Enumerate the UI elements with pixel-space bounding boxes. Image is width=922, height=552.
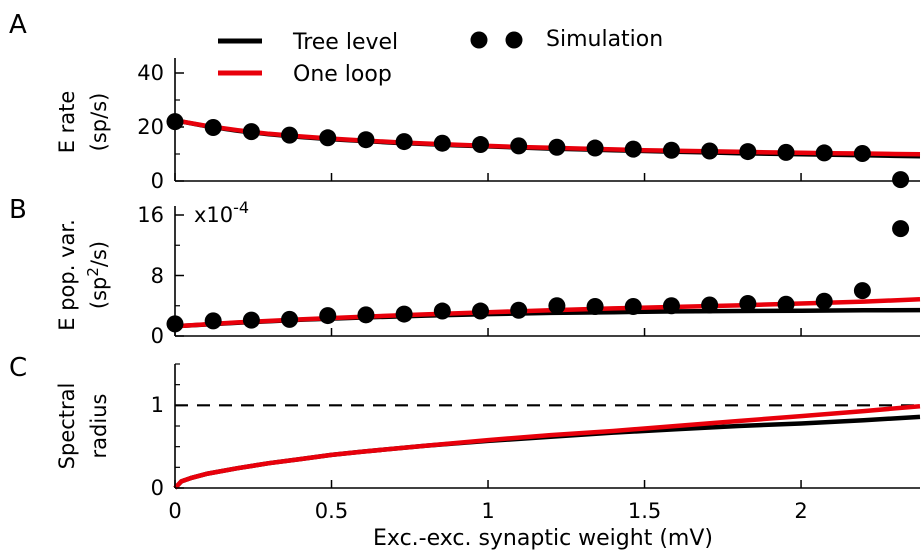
panel-b-simulation-point xyxy=(357,306,375,324)
x-tick-label: 1.5 xyxy=(628,499,661,523)
panel-c-line-tree-level xyxy=(173,414,921,490)
panel-b-simulation-point xyxy=(204,312,222,330)
panel-a-ytick-0: 0 xyxy=(151,169,164,193)
panel-b-simulation-point xyxy=(892,220,910,238)
panel-a-simulation-point xyxy=(701,142,719,160)
panel-b-ytick-0: 0 xyxy=(151,324,164,348)
panel-b-exponent: x10-4 xyxy=(194,198,249,227)
panel-a-simulation-point xyxy=(166,113,184,131)
panel-b-simulation-point xyxy=(853,282,871,300)
panel-b-simulation-point xyxy=(701,296,719,314)
legend-sim-marker-1 xyxy=(470,31,488,49)
panel-a-axes xyxy=(174,58,920,182)
panel-b-ytick-8: 8 xyxy=(151,264,164,288)
panel-b-simulation-point xyxy=(662,297,680,315)
panel-b-simulation-point xyxy=(510,301,528,319)
panel-c-ytick-1: 1 xyxy=(151,393,164,417)
svg-text:E pop. var.: E pop. var. xyxy=(55,219,79,330)
legend-loop-label: One loop xyxy=(293,62,392,87)
legend-sim-label: Simulation xyxy=(546,27,663,52)
panel-a-simulation-point xyxy=(815,144,833,162)
panel-b-simulation-point xyxy=(624,298,642,316)
panel-b-simulation-point xyxy=(281,310,299,328)
panel-a-simulation-point xyxy=(739,143,757,161)
panel-a-plot xyxy=(166,113,921,189)
panel-b-ylabel: E pop. var. (sp2/s) xyxy=(55,219,111,330)
panel-a-simulation-point xyxy=(204,119,222,137)
panel-b-simulation-point xyxy=(395,305,413,323)
x-axis-label: Exc.-exc. synaptic weight (mV) xyxy=(373,526,713,551)
panel-b-simulation-point xyxy=(166,315,184,333)
panel-b-simulation-point xyxy=(815,292,833,310)
panel-a-simulation-point xyxy=(586,139,604,157)
panel-b-simulation-point xyxy=(548,297,566,315)
panel-c-axes xyxy=(174,364,920,489)
panel-b-simulation-point xyxy=(586,298,604,316)
panel-a-ytick-40: 40 xyxy=(137,61,164,85)
legend: Tree level One loop Simulation xyxy=(218,27,663,87)
legend-tree-label: Tree level xyxy=(292,30,398,55)
svg-text:(sp/s): (sp/s) xyxy=(87,93,111,152)
panel-b-simulation-point xyxy=(433,302,451,320)
panel-a-simulation-point xyxy=(853,144,871,162)
panel-a-simulation-point xyxy=(281,126,299,144)
panel-c-ytick-0: 0 xyxy=(151,476,164,500)
panel-b-simulation-point xyxy=(242,311,260,329)
panel-b-simulation-point xyxy=(472,302,490,320)
svg-text:Spectral: Spectral xyxy=(55,383,79,470)
panel-a-simulation-point xyxy=(357,131,375,149)
panel-b-ytick-16: 16 xyxy=(137,203,164,227)
svg-text:E rate: E rate xyxy=(55,91,79,154)
panel-a-simulation-point xyxy=(510,137,528,155)
panel-b-axes xyxy=(174,206,920,337)
tick-marks xyxy=(174,72,802,489)
panel-a-simulation-point xyxy=(242,123,260,141)
panel-b-plot xyxy=(166,220,921,333)
panel-c-ylabel: Spectral radius xyxy=(55,383,111,470)
x-tick-label: 0.5 xyxy=(315,499,348,523)
panel-a-simulation-point xyxy=(395,133,413,151)
panel-letter-c: C xyxy=(9,353,27,383)
panel-a-ytick-20: 20 xyxy=(137,115,164,139)
panel-b-simulation-point xyxy=(777,295,795,313)
panel-b-simulation-point xyxy=(739,294,757,312)
panel-c-plot xyxy=(173,403,921,490)
panel-b-simulation-point xyxy=(319,307,337,325)
panel-letter-b: B xyxy=(9,195,27,225)
panel-a-simulation-point xyxy=(472,136,490,154)
panel-a-simulation-point xyxy=(662,141,680,159)
panel-letter-a: A xyxy=(9,10,27,40)
panel-a-simulation-point xyxy=(777,143,795,161)
panel-a-simulation-point xyxy=(319,129,337,147)
legend-sim-marker-2 xyxy=(505,31,523,49)
panel-a-simulation-point xyxy=(624,140,642,158)
svg-text:radius: radius xyxy=(87,394,111,459)
x-tick-labels: 0 0.5 1 1.5 2 xyxy=(168,499,807,523)
panel-a-ylabel: E rate (sp/s) xyxy=(55,91,111,154)
panel-a-simulation-point xyxy=(892,171,910,189)
x-tick-label: 0 xyxy=(168,499,181,523)
x-tick-label: 2 xyxy=(794,499,807,523)
svg-text:(sp2/s): (sp2/s) xyxy=(84,241,111,309)
panel-c-line-one-loop xyxy=(173,403,921,490)
panel-a-simulation-point xyxy=(433,134,451,152)
panel-a-simulation-point xyxy=(548,138,566,156)
x-tick-label: 1 xyxy=(481,499,494,523)
